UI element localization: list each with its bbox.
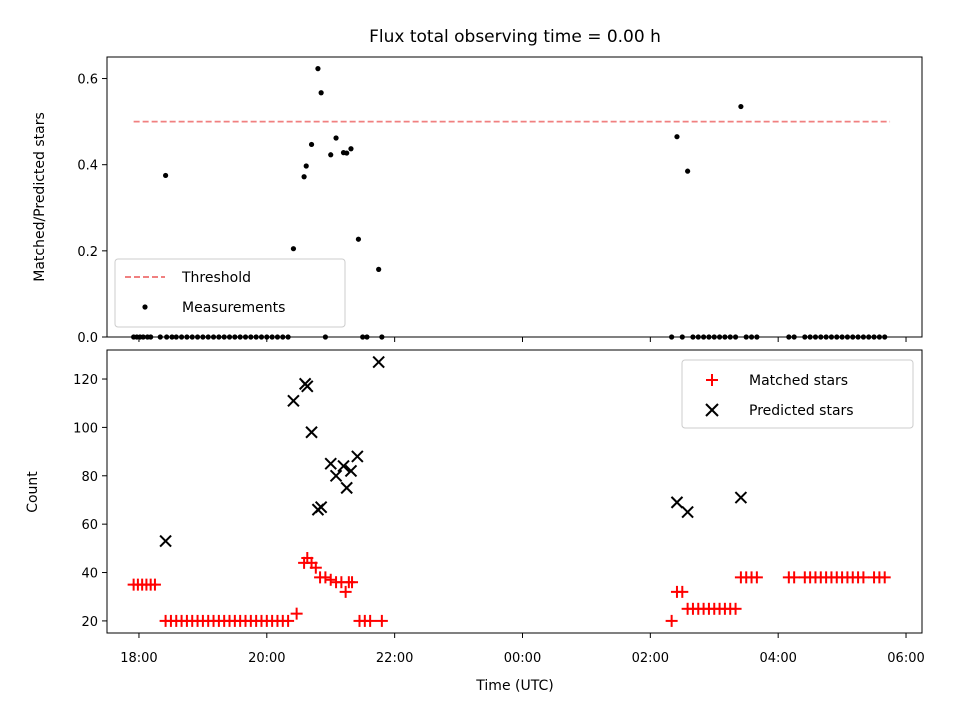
measurements-legend-swatch <box>142 304 148 310</box>
measurement-point <box>738 103 744 110</box>
matched-stars-point <box>339 585 352 598</box>
x-tick-label: 00:00 <box>504 651 541 666</box>
bottom-legend: Matched stars Predicted stars <box>681 359 914 429</box>
bottom-legend-box <box>681 359 914 429</box>
bottom-y-tick-label: 40 <box>81 567 98 582</box>
matched-stars-point <box>375 614 388 627</box>
matched-stars-legend-swatch <box>706 374 718 386</box>
bottom-y-axis-label: Count <box>25 471 41 513</box>
matched-stars-point <box>282 614 295 627</box>
x-axis-label: Time (UTC) <box>475 678 553 694</box>
measurement-point <box>674 134 680 140</box>
bottom-plot-area <box>127 355 891 627</box>
x-tick-label: 02:00 <box>632 651 669 666</box>
predicted-stars-point <box>324 457 337 470</box>
top-y-tick-label: 0.4 <box>77 159 98 174</box>
predicted-stars-point <box>344 464 358 478</box>
predicted-stars-point <box>351 450 364 463</box>
top-chart-title: Flux total observing time = 0.00 h <box>369 27 661 47</box>
predicted-stars-point <box>681 505 694 519</box>
bottom-y-tick-label: 100 <box>73 421 98 436</box>
predicted-stars-point <box>340 481 353 495</box>
predicted-stars-point <box>372 355 385 369</box>
predicted-stars-point <box>314 501 328 514</box>
measurement-point <box>685 168 691 174</box>
measurement-point <box>308 141 315 148</box>
bottom-y-tick-label: 120 <box>73 373 98 388</box>
predicted-stars-legend-label: Predicted stars <box>749 403 854 419</box>
matched-stars-point <box>148 578 161 591</box>
predicted-stars-point <box>159 534 172 548</box>
bottom-y-tick-label: 60 <box>81 518 98 533</box>
top-legend: Threshold Measurements <box>114 258 346 328</box>
matched-stars-point <box>324 573 337 586</box>
bottom-y-tick-label: 20 <box>81 615 98 630</box>
matched-stars-point <box>665 614 678 627</box>
matched-stars-point <box>676 585 689 598</box>
matched-stars-point <box>750 571 763 584</box>
measurement-point <box>162 172 169 179</box>
measurement-point <box>328 152 334 158</box>
matched-stars-point <box>729 602 742 615</box>
matched-stars-point <box>290 607 303 620</box>
top-y-tick-label: 0.6 <box>77 73 98 88</box>
bottom-y-tick-label: 80 <box>81 470 98 485</box>
predicted-stars-point <box>337 459 350 473</box>
top-y-axis-label: Matched/Predicted stars <box>32 112 48 282</box>
top-y-tick-label: 0.0 <box>77 331 98 346</box>
matched-stars-point <box>319 571 332 584</box>
measurement-point <box>290 246 297 252</box>
x-tick-label: 18:00 <box>120 651 157 666</box>
measurement-point <box>333 135 339 141</box>
x-tick-label: 06:00 <box>887 651 924 666</box>
measurement-point <box>344 150 350 156</box>
measurements-legend-label: Measurements <box>182 300 285 316</box>
matched-stars-point <box>878 571 891 584</box>
top-y-tick-label: 0.2 <box>77 245 98 260</box>
predicted-stars-point <box>670 496 684 509</box>
predicted-stars-legend-swatch <box>705 403 719 417</box>
predicted-stars-point <box>305 426 318 439</box>
x-tick-label: 04:00 <box>759 651 796 666</box>
predicted-stars-point <box>287 394 300 408</box>
top-legend-box <box>114 258 346 328</box>
measurement-point <box>355 236 362 242</box>
predicted-stars-point <box>734 491 748 504</box>
predicted-stars-point <box>329 469 343 482</box>
measurement-point <box>301 174 307 180</box>
x-tick-label: 22:00 <box>376 651 413 666</box>
matched-stars-point <box>309 561 322 574</box>
matched-stars-legend-label: Matched stars <box>749 373 848 389</box>
measurement-point <box>303 163 309 169</box>
matched-stars-point <box>346 576 359 589</box>
matched-stars-point <box>857 571 870 584</box>
bottom-plot-frame <box>106 349 923 634</box>
matched-stars-point <box>788 571 801 584</box>
predicted-stars-point <box>301 380 314 393</box>
threshold-legend-label: Threshold <box>181 270 251 286</box>
measurement-point <box>376 266 382 272</box>
top-plot-frame <box>106 56 923 338</box>
matched-stars-point <box>364 614 377 627</box>
x-tick-label: 20:00 <box>248 651 285 666</box>
measurement-point <box>315 66 321 72</box>
measurement-point <box>348 146 354 152</box>
measurement-point <box>318 90 324 96</box>
